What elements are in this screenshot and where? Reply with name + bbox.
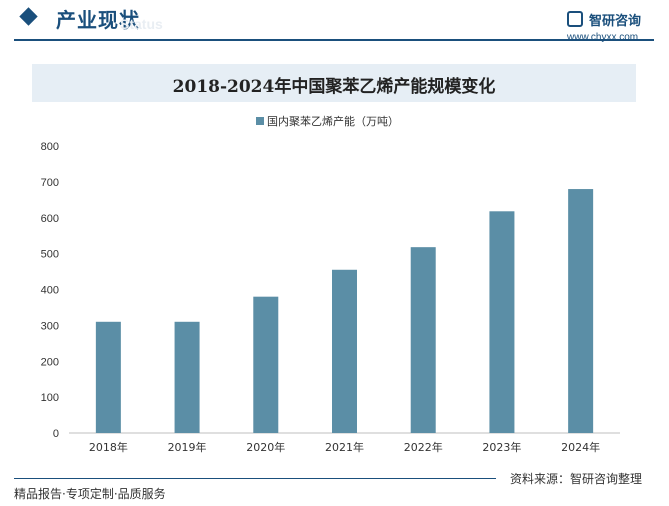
x-tick-label: 2023年 [482, 440, 521, 454]
x-tick-label: 2022年 [404, 440, 443, 454]
x-tick-label: 2020年 [246, 440, 285, 454]
bar-2019年 [174, 321, 200, 433]
footer-tagline: 精品报告·专项定制·品质服务 [14, 487, 166, 501]
page-header: 产业现状 Status 智研咨询 www.chyxx.com [0, 0, 669, 46]
chart-legend: 国内聚苯乙烯产能（万吨） [256, 114, 399, 128]
y-tick-label: 400 [41, 285, 59, 297]
y-tick-label: 600 [41, 213, 59, 225]
y-tick-label: 700 [41, 177, 59, 189]
y-tick-label: 500 [41, 249, 59, 261]
footer-divider [14, 478, 496, 479]
data-source: 资料来源：智研咨询整理 [510, 472, 643, 486]
chart-title: 2018-2024年中国聚苯乙烯产能规模变化 [172, 77, 496, 97]
x-tick-label: 2021年 [325, 440, 364, 454]
brand-mark-icon [567, 11, 583, 27]
brand-name: 智研咨询 [589, 14, 642, 29]
chart-axes: 0 100 200 300 400 500 600 700 800 2018年 2019年 2020年… [41, 141, 620, 454]
chart-bars [95, 189, 594, 433]
y-tick-label: 300 [41, 320, 59, 332]
bar-2021年 [332, 269, 357, 433]
bar-2022年 [410, 247, 436, 433]
x-tick-label: 2024年 [561, 440, 600, 454]
chart-title-band: 2018-2024年中国聚苯乙烯产能规模变化 [32, 64, 636, 102]
legend-label: 国内聚苯乙烯产能（万吨） [267, 114, 399, 128]
y-tick-label: 0 [53, 428, 59, 440]
bar-2020年 [253, 296, 279, 433]
section-subtitle: Status [120, 16, 163, 32]
header-divider [14, 39, 654, 41]
y-tick-label: 200 [41, 356, 59, 368]
x-tick-label: 2019年 [168, 440, 207, 454]
bar-2018年 [95, 321, 121, 433]
legend-swatch [256, 117, 264, 125]
brand-url: www.chyxx.com [567, 32, 639, 43]
bar-2024年 [568, 189, 594, 433]
x-tick-label: 2018年 [89, 440, 128, 454]
y-tick-label: 800 [41, 141, 59, 153]
y-tick-label: 100 [41, 392, 59, 404]
bar-2023年 [489, 211, 515, 433]
section-title: 产业现状 [56, 8, 140, 32]
